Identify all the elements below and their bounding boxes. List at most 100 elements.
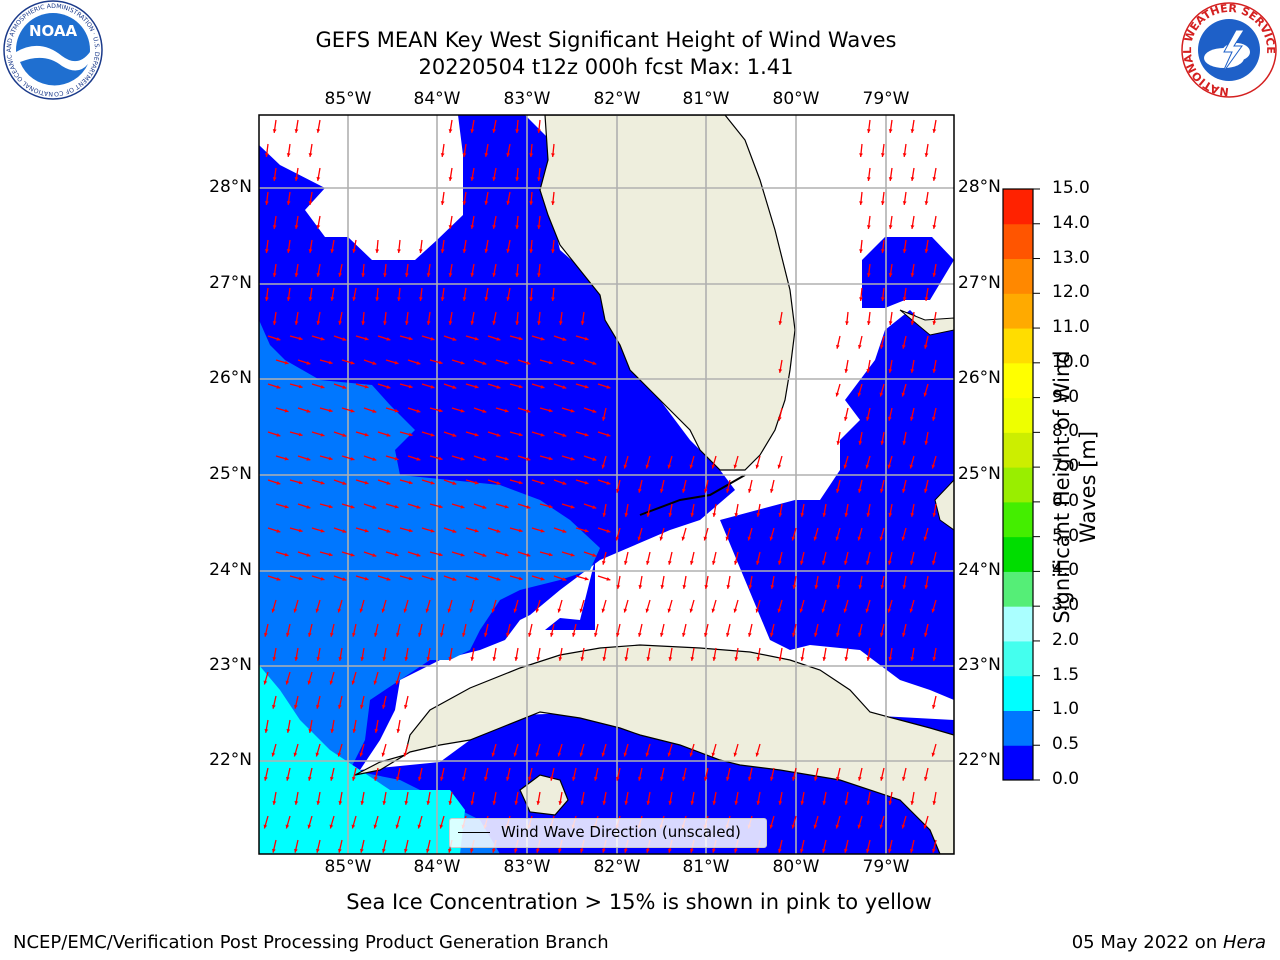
wave-arrow <box>923 479 929 493</box>
wave-arrow <box>363 407 377 413</box>
wave-arrow <box>399 335 413 341</box>
wave-arrow <box>537 263 541 277</box>
wave-arrow <box>267 335 281 341</box>
wave-arrow <box>923 527 929 541</box>
wave-arrow <box>297 359 311 365</box>
wave-arrow <box>866 791 871 805</box>
wave-arrow <box>315 743 321 757</box>
colorbar-tick-label: 15.0 <box>1052 178 1090 198</box>
wave-arrow <box>329 623 335 637</box>
wave-arrow <box>888 215 893 229</box>
wave-arrow <box>473 455 487 461</box>
wave-arrow <box>583 503 597 509</box>
sea-ice-note: Sea Ice Concentration > 15% is shown in … <box>346 890 932 914</box>
wave-arrow <box>778 503 783 517</box>
wave-arrow <box>470 647 475 661</box>
wave-arrow <box>637 623 643 637</box>
wave-arrow <box>448 167 453 181</box>
wave-arrow <box>443 479 457 485</box>
wave-arrow <box>440 239 445 253</box>
wave-arrow <box>571 767 577 781</box>
wave-arrow <box>381 695 387 709</box>
wave-arrow <box>294 311 299 325</box>
wave-arrow <box>307 623 313 637</box>
wave-arrow <box>712 647 717 661</box>
wave-arrow <box>575 527 589 533</box>
wave-arrow <box>602 647 607 661</box>
colorbar-segment <box>1003 223 1033 260</box>
wave-arrow <box>263 623 269 637</box>
wave-arrow <box>439 623 445 637</box>
wave-arrow <box>931 407 937 421</box>
wave-arrow <box>263 815 269 829</box>
wave-arrow <box>932 263 937 277</box>
wave-arrow <box>902 287 907 301</box>
colorbar-segment <box>1003 328 1033 364</box>
wave-arrow <box>338 647 343 661</box>
wave-arrow <box>338 263 343 277</box>
wave-arrow <box>902 575 907 589</box>
wave-arrow <box>857 815 863 829</box>
wave-arrow <box>770 575 775 589</box>
wave-arrow <box>901 383 907 397</box>
wave-arrow <box>755 551 761 565</box>
wave-arrow <box>931 455 937 469</box>
wave-arrow <box>289 527 303 533</box>
wave-arrow <box>778 311 783 325</box>
wave-arrow <box>469 599 475 613</box>
wave-arrow <box>315 839 321 853</box>
legend-label: Wind Wave Direction (unscaled) <box>501 823 741 841</box>
wave-arrow <box>689 551 695 565</box>
wave-arrow <box>549 767 555 781</box>
wave-arrow <box>333 431 347 437</box>
wave-arrow <box>319 359 333 365</box>
wave-arrow <box>791 767 797 781</box>
wave-arrow <box>470 167 475 181</box>
wave-arrow <box>341 359 355 365</box>
wave-arrow <box>690 791 695 805</box>
wave-arrow <box>931 743 937 757</box>
wave-arrow <box>315 695 321 709</box>
wave-arrow <box>407 503 421 509</box>
wave-arrow <box>865 551 871 565</box>
wave-arrow <box>341 455 355 461</box>
wave-arrow <box>473 359 487 365</box>
wave-arrow <box>623 743 629 757</box>
wave-arrow <box>597 383 611 389</box>
wave-arrow <box>668 791 673 805</box>
wave-arrow <box>575 575 589 581</box>
wave-arrow <box>360 791 365 805</box>
wave-arrow <box>583 455 597 461</box>
wave-arrow <box>583 551 597 557</box>
wave-arrow <box>667 743 673 757</box>
wave-arrow <box>286 143 291 157</box>
wave-arrow <box>865 455 871 469</box>
wave-arrow <box>769 479 775 493</box>
wave-arrow <box>553 335 567 341</box>
wave-arrow <box>267 383 281 389</box>
wave-arrow <box>399 431 413 437</box>
wave-arrow <box>448 119 453 133</box>
wave-arrow <box>602 791 607 805</box>
wave-arrow <box>791 527 797 541</box>
wave-arrow <box>879 623 885 637</box>
wave-arrow <box>470 215 475 229</box>
lat-label-right: 22°N <box>958 750 1001 770</box>
wave-arrow <box>286 239 291 253</box>
wave-arrow <box>429 455 443 461</box>
colorbar-segment <box>1003 640 1033 677</box>
wave-arrow <box>440 191 445 205</box>
wave-arrow <box>747 623 753 637</box>
wave-arrow <box>645 455 651 469</box>
wave-arrow <box>859 287 863 301</box>
wave-arrow <box>615 623 621 637</box>
wave-arrow <box>866 215 871 229</box>
lon-label-top: 84°W <box>413 89 461 109</box>
wave-arrow <box>747 479 753 493</box>
map-legend: Wind Wave Direction (unscaled) <box>449 818 767 848</box>
wave-arrow <box>267 527 281 533</box>
wave-arrow <box>924 239 929 253</box>
wave-arrow <box>311 527 325 533</box>
wave-arrow <box>487 479 501 485</box>
wave-arrow <box>791 623 797 637</box>
